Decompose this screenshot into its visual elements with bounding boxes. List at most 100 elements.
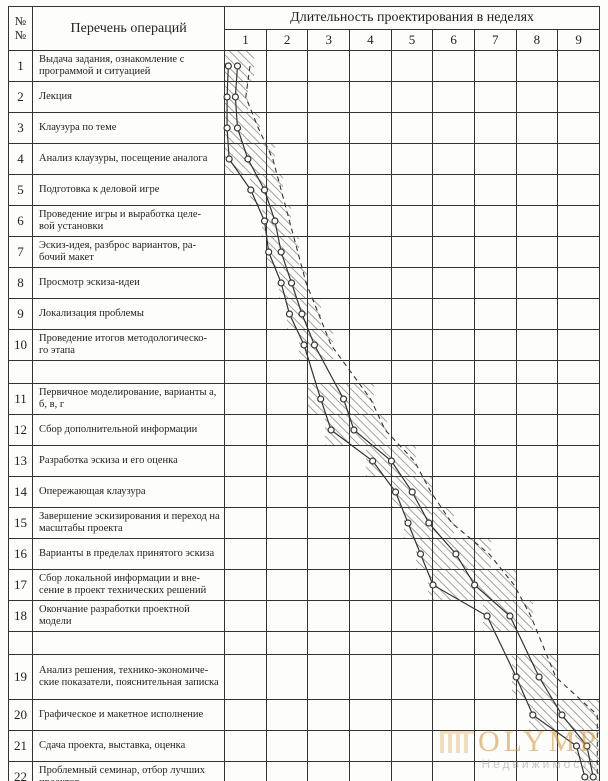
grid-cell — [474, 570, 516, 601]
grid-cell — [516, 144, 558, 175]
row-number: 6 — [9, 206, 33, 237]
grid-cell — [516, 570, 558, 601]
grid-cell — [558, 299, 600, 330]
operation-label: Графическое и макетное исполнение — [33, 700, 225, 731]
grid-cell — [516, 762, 558, 781]
grid-cell — [308, 539, 350, 570]
grid-cell — [433, 268, 475, 299]
grid-cell — [266, 144, 308, 175]
grid-cell — [266, 508, 308, 539]
grid-cell — [558, 51, 600, 82]
grid-cell — [266, 82, 308, 113]
grid-cell — [308, 268, 350, 299]
grid-cell — [350, 206, 392, 237]
grid-cell — [391, 762, 433, 781]
grid-cell — [558, 601, 600, 632]
row-number: 18 — [9, 601, 33, 632]
grid-cell — [516, 601, 558, 632]
grid-cell — [474, 539, 516, 570]
grid-cell — [225, 206, 267, 237]
grid-cell — [266, 700, 308, 731]
grid-cell — [225, 175, 267, 206]
grid-cell — [350, 601, 392, 632]
grid-cell — [308, 700, 350, 731]
grid-cell — [516, 330, 558, 361]
operation-label: Сбор дополнительной информации — [33, 415, 225, 446]
grid-cell — [474, 82, 516, 113]
grid-cell — [558, 268, 600, 299]
grid-cell — [266, 299, 308, 330]
grid-cell — [433, 570, 475, 601]
grid-cell — [474, 330, 516, 361]
grid-cell — [350, 446, 392, 477]
grid-cell — [558, 762, 600, 781]
grid-cell — [308, 384, 350, 415]
grid-cell — [474, 762, 516, 781]
row-number: 21 — [9, 731, 33, 762]
row-number: 11 — [9, 384, 33, 415]
grid-cell — [433, 700, 475, 731]
grid-cell — [350, 299, 392, 330]
grid-cell — [474, 268, 516, 299]
operation-label: Разработка эскиза и его оценка — [33, 446, 225, 477]
grid-cell — [225, 762, 267, 781]
grid-cell — [516, 175, 558, 206]
grid-cell — [558, 237, 600, 268]
row-number: 13 — [9, 446, 33, 477]
week-5: 5 — [391, 30, 433, 51]
grid-cell — [225, 51, 267, 82]
grid-cell — [474, 601, 516, 632]
grid-cell — [391, 206, 433, 237]
grid-cell — [433, 82, 475, 113]
grid-cell — [308, 299, 350, 330]
operation-label: Просмотр эскиза-идеи — [33, 268, 225, 299]
grid-cell — [308, 446, 350, 477]
grid-cell — [308, 762, 350, 781]
grid-cell — [350, 237, 392, 268]
grid-cell — [308, 415, 350, 446]
operation-label: Клаузура по теме — [33, 113, 225, 144]
grid-cell — [474, 700, 516, 731]
week-8: 8 — [516, 30, 558, 51]
grid-cell — [391, 175, 433, 206]
grid-cell — [391, 51, 433, 82]
grid-cell — [266, 175, 308, 206]
grid-cell — [308, 113, 350, 144]
row-number: 3 — [9, 113, 33, 144]
row-number: 7 — [9, 237, 33, 268]
grid-cell — [308, 655, 350, 700]
col-header-operations: Перечень операций — [33, 7, 225, 51]
grid-cell — [433, 237, 475, 268]
grid-cell — [474, 655, 516, 700]
grid-cell — [308, 175, 350, 206]
grid-cell — [350, 477, 392, 508]
grid-cell — [558, 175, 600, 206]
row-number: 16 — [9, 539, 33, 570]
grid-cell — [225, 330, 267, 361]
grid-cell — [225, 539, 267, 570]
grid-cell — [433, 330, 475, 361]
grid-cell — [516, 731, 558, 762]
grid-cell — [516, 508, 558, 539]
operation-label: Локализация проблемы — [33, 299, 225, 330]
grid-cell — [266, 601, 308, 632]
row-number: 9 — [9, 299, 33, 330]
grid-cell — [558, 206, 600, 237]
grid-cell — [350, 731, 392, 762]
grid-cell — [558, 477, 600, 508]
grid-cell — [266, 330, 308, 361]
grid-cell — [350, 762, 392, 781]
operation-label: Выдача задания, ознакомление с программо… — [33, 51, 225, 82]
grid-cell — [516, 51, 558, 82]
grid-cell — [225, 655, 267, 700]
grid-cell — [225, 731, 267, 762]
grid-cell — [266, 655, 308, 700]
grid-cell — [350, 175, 392, 206]
grid-cell — [308, 144, 350, 175]
grid-cell — [266, 113, 308, 144]
row-number: 5 — [9, 175, 33, 206]
grid-cell — [474, 299, 516, 330]
grid-cell — [266, 415, 308, 446]
grid-cell — [433, 655, 475, 700]
grid-cell — [266, 268, 308, 299]
